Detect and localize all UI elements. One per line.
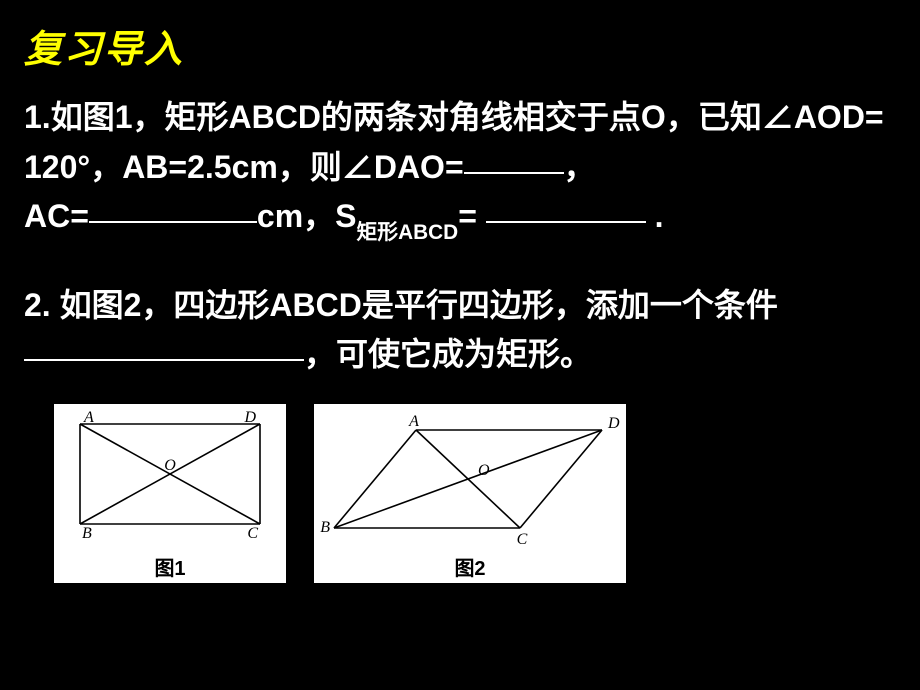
- figure-1-svg: A D B C O: [60, 410, 280, 550]
- svg-text:A: A: [408, 413, 419, 430]
- svg-text:B: B: [82, 525, 92, 542]
- figures-row: A D B C O 图1 A D B C O 图2: [24, 404, 896, 583]
- svg-text:B: B: [320, 519, 330, 536]
- p1-subscript: 矩形ABCD: [357, 221, 459, 244]
- svg-text:O: O: [478, 462, 490, 479]
- svg-text:A: A: [83, 410, 94, 426]
- p1-blank-2: [89, 191, 257, 223]
- problem-2: 2. 如图2，四边形ABCD是平行四边形，添加一个条件 ，可使它成为矩形。: [24, 281, 896, 380]
- p1-text-f: .: [646, 198, 664, 234]
- p1-text-d: cm，S: [257, 198, 357, 234]
- figure-1-caption: 图1: [154, 552, 185, 581]
- figure-1: A D B C O 图1: [54, 404, 286, 583]
- svg-text:O: O: [164, 457, 176, 474]
- p1-blank-3: [486, 191, 646, 223]
- svg-text:D: D: [607, 415, 620, 432]
- p1-text-c: AC=: [24, 198, 89, 234]
- p2-blank-1: [24, 329, 304, 361]
- p2-text-b: ，可使它成为矩形。: [304, 336, 592, 372]
- p1-blank-1: [464, 142, 564, 174]
- figure-2-caption: 图2: [454, 552, 485, 581]
- figure-2-svg: A D B C O: [320, 410, 620, 550]
- slide: 复习导入 1.如图1，矩形ABCD的两条对角线相交于点O，已知∠AOD= 120…: [0, 0, 920, 601]
- section-title: 复习导入: [24, 18, 896, 73]
- p1-text-b: ，: [564, 149, 596, 185]
- problem-1: 1.如图1，矩形ABCD的两条对角线相交于点O，已知∠AOD= 120°，AB=…: [24, 93, 896, 245]
- svg-text:C: C: [247, 525, 258, 542]
- svg-text:D: D: [243, 410, 256, 426]
- svg-text:C: C: [517, 531, 528, 548]
- figure-2: A D B C O 图2: [314, 404, 626, 583]
- p1-text-e: =: [458, 198, 486, 234]
- p2-text-a: 2. 如图2，四边形ABCD是平行四边形，添加一个条件: [24, 287, 778, 323]
- p1-text-a: 1.如图1，矩形ABCD的两条对角线相交于点O，已知∠AOD= 120°，AB=…: [24, 99, 884, 185]
